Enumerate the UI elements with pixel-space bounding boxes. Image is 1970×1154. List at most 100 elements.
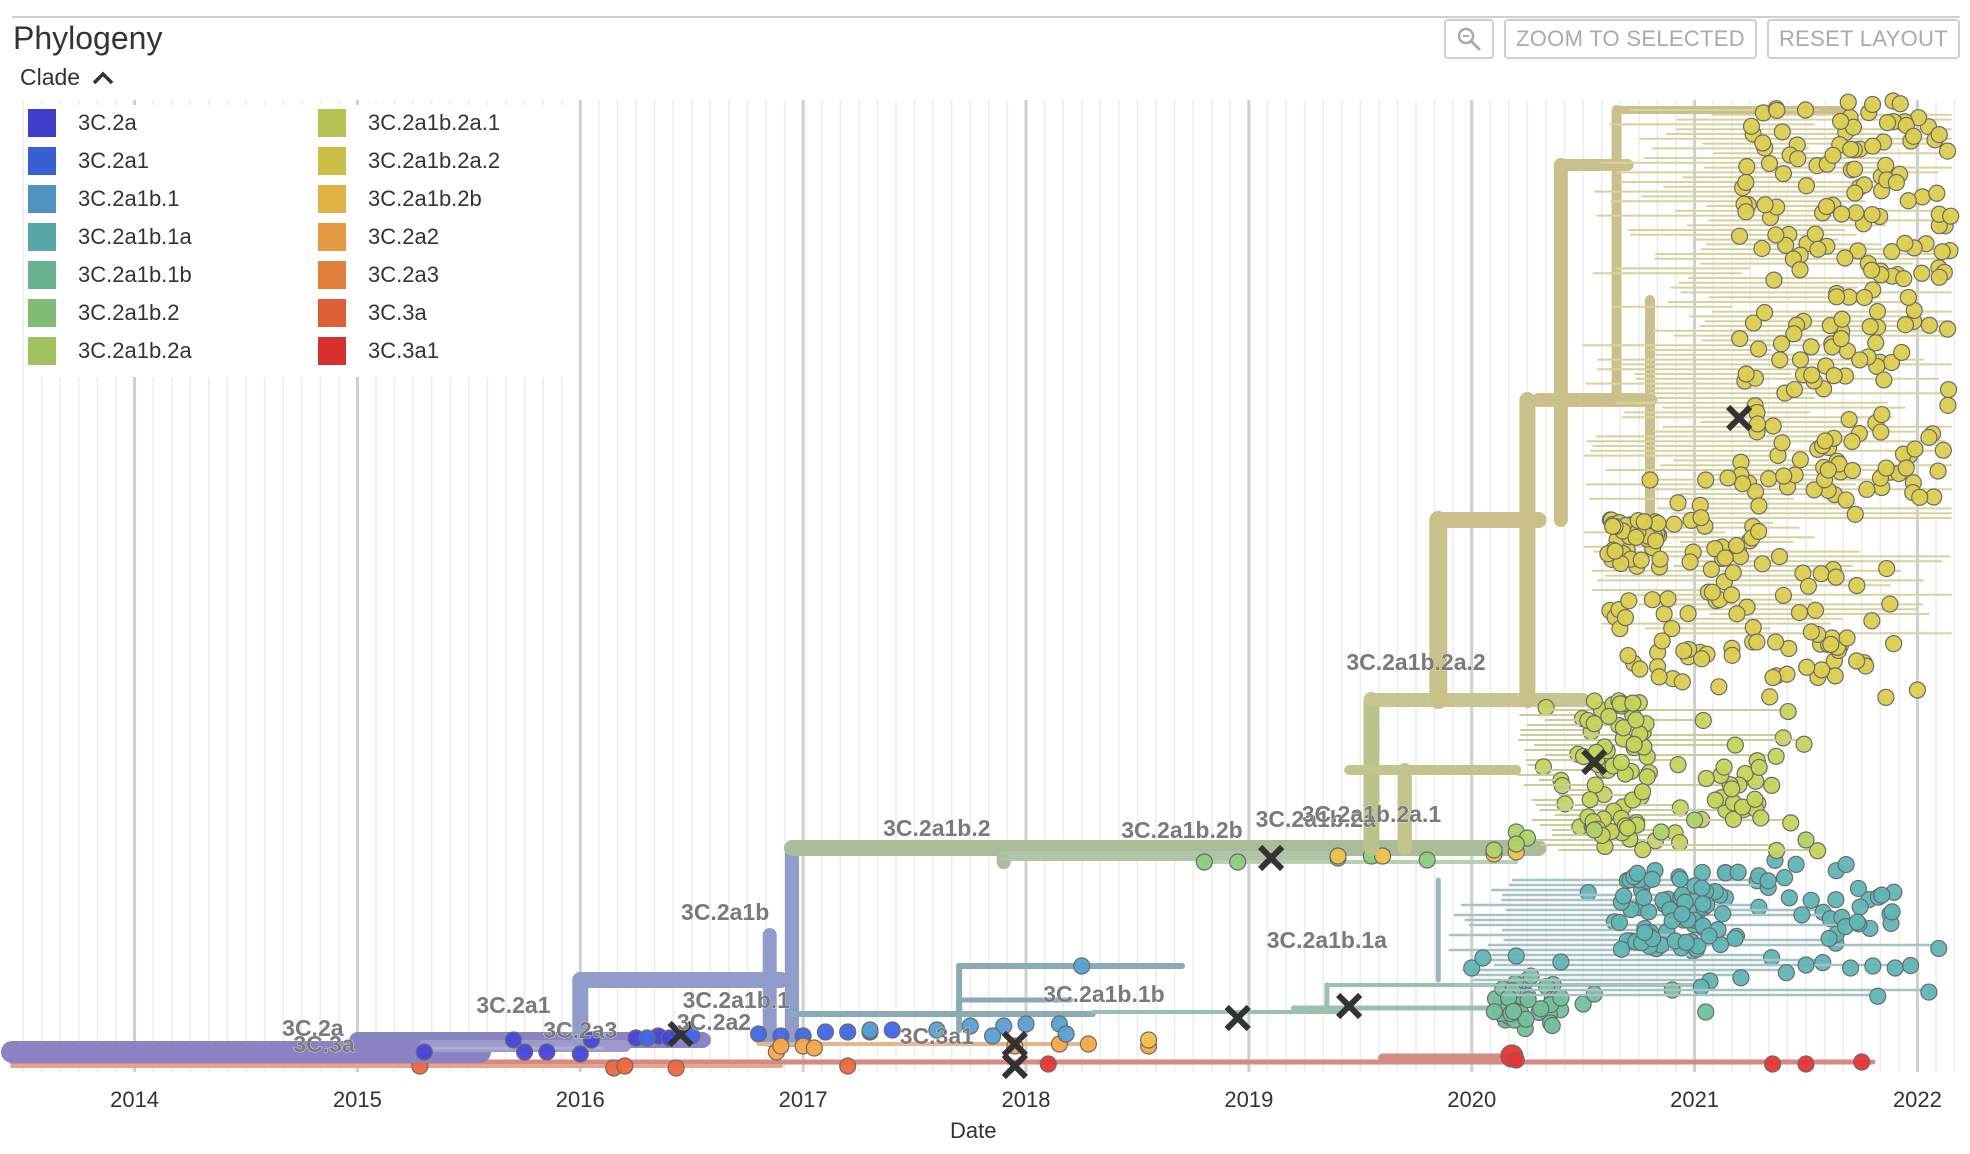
tip[interactable] [1825, 367, 1843, 385]
tip[interactable] [1885, 634, 1903, 653]
tip[interactable] [772, 1037, 790, 1055]
tip[interactable] [1744, 314, 1763, 332]
tip[interactable] [1814, 954, 1832, 972]
tip[interactable] [1641, 471, 1659, 489]
tip[interactable] [1887, 173, 1906, 192]
tip[interactable] [415, 1043, 433, 1061]
tip[interactable] [1774, 729, 1792, 747]
legend-item[interactable]: 3C.2a2 [318, 219, 439, 255]
tip[interactable] [1822, 635, 1840, 654]
tip[interactable] [1671, 799, 1689, 817]
tip[interactable] [1746, 790, 1764, 808]
tip[interactable] [1843, 432, 1861, 451]
tip[interactable] [1756, 196, 1774, 214]
tip[interactable] [1913, 188, 1932, 206]
tip[interactable] [1635, 888, 1653, 907]
tip[interactable] [1766, 633, 1785, 651]
tip[interactable] [1855, 288, 1874, 307]
tip[interactable] [1507, 947, 1525, 965]
tip[interactable] [1702, 560, 1720, 578]
tip[interactable] [1619, 819, 1637, 837]
tip[interactable] [1585, 715, 1603, 733]
tip[interactable] [1832, 330, 1850, 348]
tip[interactable] [1750, 758, 1768, 777]
tip[interactable] [1463, 959, 1481, 977]
tip[interactable] [1620, 592, 1638, 610]
tip[interactable] [928, 1021, 946, 1039]
tip[interactable] [1933, 243, 1951, 261]
tip[interactable] [1782, 814, 1800, 832]
tip[interactable] [616, 1057, 634, 1075]
tip[interactable] [1812, 565, 1830, 583]
tip[interactable] [1723, 780, 1741, 798]
tip[interactable] [861, 1021, 879, 1039]
zoom-button[interactable] [1444, 19, 1495, 59]
tip[interactable] [1901, 956, 1920, 975]
legend-item[interactable]: 3C.2a1b.2a [28, 333, 192, 369]
legend-item[interactable]: 3C.2a1b.2 [28, 295, 180, 331]
tip[interactable] [1797, 1055, 1815, 1073]
tip[interactable] [1836, 249, 1854, 267]
tip[interactable] [1803, 366, 1821, 384]
tip[interactable] [1612, 940, 1631, 958]
legend-item[interactable]: 3C.2a3 [318, 257, 439, 293]
tip[interactable] [1848, 913, 1866, 931]
tip[interactable] [1750, 898, 1768, 916]
tip[interactable] [749, 1025, 768, 1043]
tip[interactable] [1755, 303, 1774, 322]
tip[interactable] [1785, 380, 1804, 399]
tip[interactable] [1722, 586, 1741, 604]
tip[interactable] [1485, 841, 1503, 859]
tip[interactable] [1679, 604, 1697, 623]
tip[interactable] [1868, 302, 1887, 321]
tip[interactable] [1777, 964, 1795, 982]
tip[interactable] [1841, 959, 1860, 977]
tip[interactable] [1867, 334, 1885, 352]
tip[interactable] [1767, 747, 1785, 765]
tip[interactable] [1727, 536, 1746, 555]
tip[interactable] [1878, 559, 1896, 578]
tip[interactable] [1911, 488, 1929, 506]
tip[interactable] [1873, 886, 1891, 904]
tip[interactable] [1723, 646, 1741, 664]
tip[interactable] [1843, 461, 1862, 480]
tip[interactable] [1904, 127, 1923, 145]
tip[interactable] [1556, 795, 1574, 813]
tip[interactable] [1651, 550, 1669, 568]
tip[interactable] [1614, 887, 1633, 905]
tip[interactable] [1632, 551, 1650, 569]
tip[interactable] [1895, 270, 1913, 288]
tip[interactable] [1893, 343, 1911, 362]
tip[interactable] [1507, 1051, 1525, 1069]
tip[interactable] [1840, 410, 1858, 429]
tip[interactable] [1805, 481, 1823, 499]
tip[interactable] [1636, 923, 1654, 942]
tip[interactable] [1802, 338, 1820, 356]
tip[interactable] [1928, 184, 1946, 202]
tip[interactable] [1604, 517, 1622, 535]
tip[interactable] [1938, 142, 1957, 160]
tip[interactable] [1737, 203, 1755, 221]
tip[interactable] [1719, 469, 1737, 487]
tip[interactable] [1863, 612, 1881, 630]
tip[interactable] [1627, 528, 1645, 547]
tip[interactable] [1731, 329, 1749, 348]
tip[interactable] [1881, 595, 1899, 613]
tip[interactable] [1754, 134, 1772, 152]
tip[interactable] [1537, 698, 1555, 717]
tip[interactable] [1838, 629, 1856, 647]
tip[interactable] [1748, 633, 1766, 651]
tip[interactable] [1802, 891, 1820, 909]
tip[interactable] [1697, 769, 1715, 788]
tip[interactable] [1585, 821, 1603, 839]
tip[interactable] [1863, 95, 1882, 114]
tip[interactable] [1507, 835, 1525, 853]
tip[interactable] [1789, 150, 1807, 168]
tip[interactable] [1652, 823, 1670, 841]
tip[interactable] [1802, 623, 1820, 641]
tip[interactable] [1673, 905, 1691, 923]
tip[interactable] [582, 1031, 601, 1049]
tip[interactable] [1504, 1002, 1523, 1021]
tip[interactable] [1761, 688, 1779, 706]
tip[interactable] [1693, 650, 1711, 668]
